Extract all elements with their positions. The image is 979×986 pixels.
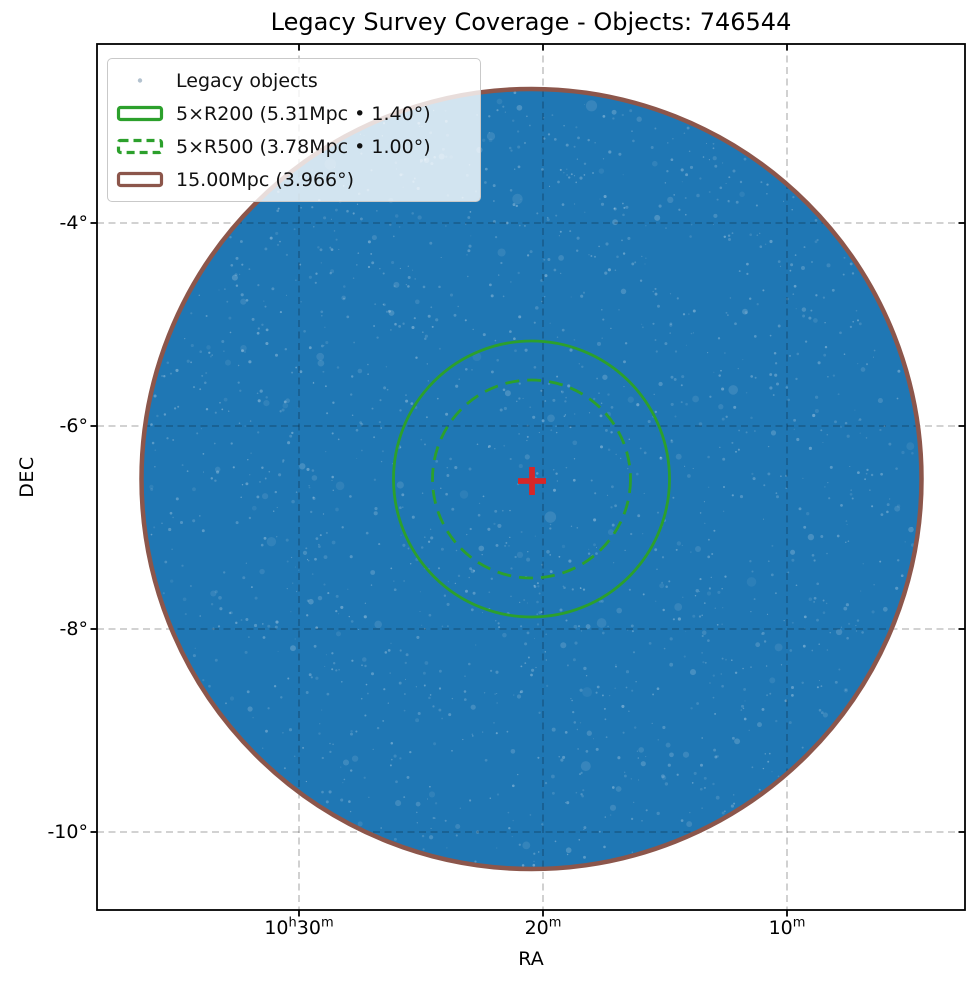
r200-circle (392, 339, 671, 619)
legend-label: 15.00Mpc (3.966°) (176, 168, 355, 191)
center-marker (518, 467, 546, 495)
ytick-neg8: -8° (59, 618, 88, 640)
xtick-10m: 10m (768, 915, 806, 939)
legend-row-15mpc: 15.00Mpc (3.966°) (116, 163, 472, 196)
chart-title: Legacy Survey Coverage - Objects: 746544 (270, 8, 792, 36)
legend-row-r200: 5×R200 (5.31Mpc • 1.40°) (116, 97, 472, 130)
y-axis-label: DEC (16, 456, 38, 498)
r500-circle (431, 378, 632, 580)
legend-label: 5×R200 (5.31Mpc • 1.40°) (176, 102, 431, 125)
legend-row-r500: 5×R500 (3.78Mpc • 1.00°) (116, 130, 472, 163)
scatter-point-icon (116, 72, 164, 89)
r500-swatch-icon (116, 138, 164, 155)
xtick-10h30m: 10h30m (264, 915, 334, 939)
plot-border (96, 43, 966, 911)
legend-row-legacy-objects: Legacy objects (116, 64, 472, 97)
mpc15-swatch-icon (116, 171, 164, 188)
axis-ticks (90, 44, 965, 917)
ytick-neg6: -6° (59, 415, 88, 437)
ytick-neg10: -10° (47, 821, 88, 843)
r200-swatch-icon (116, 105, 164, 122)
ytick-neg4: -4° (59, 212, 88, 234)
legend-label: 5×R500 (3.78Mpc • 1.00°) (176, 135, 431, 158)
radius-15mpc-circle (139, 86, 924, 872)
legend-label: Legacy objects (176, 69, 318, 92)
legend: Legacy objects 5×R200 (5.31Mpc • 1.40°) … (107, 58, 481, 202)
x-axis-label: RA (518, 948, 544, 970)
xtick-20m: 20m (524, 915, 562, 939)
